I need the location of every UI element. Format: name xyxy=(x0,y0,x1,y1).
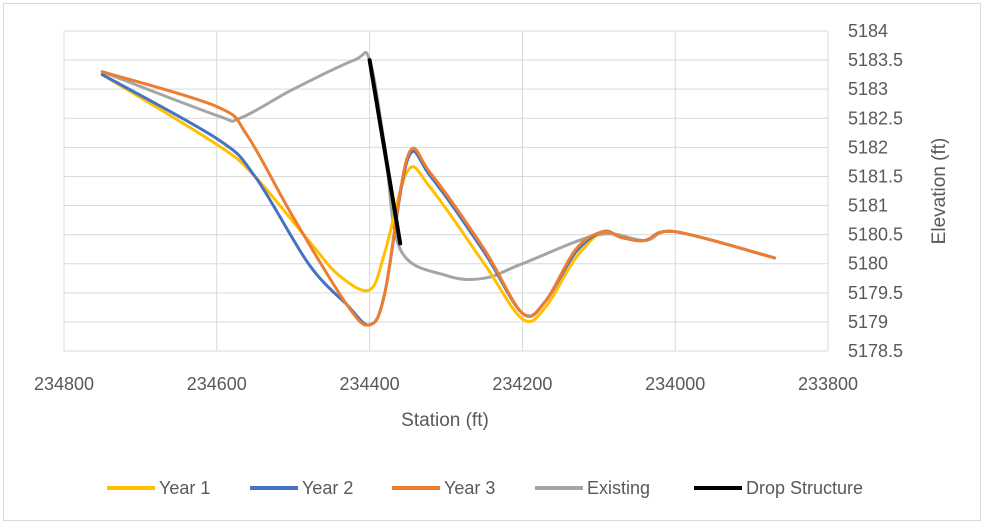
x-tick-label: 234400 xyxy=(340,374,400,394)
x-tick-label: 234600 xyxy=(187,374,247,394)
legend: Year 1 Year 2 Year 3 Existing Drop Structure xyxy=(107,478,863,498)
series-line-existing xyxy=(100,50,776,281)
legend-label: Year 2 xyxy=(302,478,353,498)
y-tick-label: 5181 xyxy=(848,196,888,216)
y-tick-label: 5183 xyxy=(848,79,888,99)
y-tick-label: 5178.5 xyxy=(848,341,903,361)
y-tick-label: 5182.5 xyxy=(848,108,903,128)
y-tick-label: 5179 xyxy=(848,312,888,332)
y-axis-title: Elevation (ft) xyxy=(929,138,950,245)
y-tick-label: 5182 xyxy=(848,137,888,157)
y-tick-label: 5181.5 xyxy=(848,166,903,186)
x-tick-label: 234200 xyxy=(492,374,552,394)
y-tick-label: 5183.5 xyxy=(848,50,903,70)
legend-label: Year 3 xyxy=(444,478,495,498)
x-axis-title: Station (ft) xyxy=(401,410,489,431)
legend-label: Drop Structure xyxy=(746,478,863,498)
y-tick-label: 5179.5 xyxy=(848,283,903,303)
x-tick-label: 234800 xyxy=(34,374,94,394)
series-lines xyxy=(100,50,776,327)
series-line-year-3 xyxy=(100,70,776,327)
y-tick-labels: 5178.5 5179 5179.5 5180 5180.5 5181 5181.5 5182… xyxy=(848,21,903,361)
x-tick-label: 234000 xyxy=(645,374,705,394)
legend-label: Existing xyxy=(587,478,650,498)
y-tick-label: 5184 xyxy=(848,21,888,41)
series-line-drop-structure xyxy=(367,58,403,246)
x-tick-labels: 234800 234600 234400 234200 234000 233800 xyxy=(34,374,858,394)
x-tick-label: 233800 xyxy=(798,374,858,394)
y-tick-label: 5180 xyxy=(848,254,888,274)
gridlines xyxy=(63,30,829,352)
y-tick-label: 5180.5 xyxy=(848,225,903,245)
legend-label: Year 1 xyxy=(159,478,210,498)
